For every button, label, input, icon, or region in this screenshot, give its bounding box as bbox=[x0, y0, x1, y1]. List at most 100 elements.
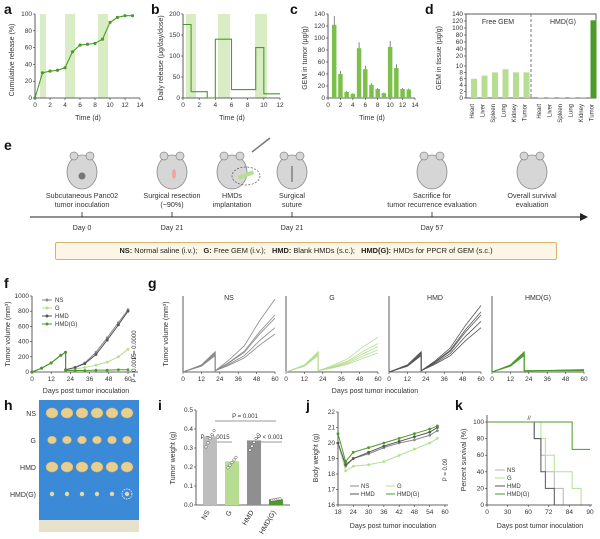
panel-f-xtick-label: 24 bbox=[67, 376, 75, 383]
gem-tissue-bar bbox=[580, 97, 586, 98]
panel-i-ytick-label: 0.0 bbox=[184, 502, 193, 509]
timeline-step-label: Sacrifice for bbox=[413, 191, 452, 200]
release-point bbox=[108, 20, 112, 24]
tumor-weight-point bbox=[204, 445, 208, 449]
panel-c-ytick-label: 40 bbox=[318, 71, 326, 78]
panel-j-xtick-label: 60 bbox=[441, 509, 449, 516]
panel-g-xtick-label: 12 bbox=[404, 376, 412, 383]
panel-d-ytick-label: 80 bbox=[456, 32, 464, 39]
gem-tumor-bar bbox=[344, 92, 349, 98]
timeline-step-label: evaluation bbox=[516, 200, 549, 209]
mouse-ear-icon bbox=[219, 151, 229, 161]
tumor-volume-point bbox=[73, 369, 77, 372]
panel-c-xtick-label: 10 bbox=[387, 102, 395, 109]
mouse-icon bbox=[416, 154, 448, 190]
legend-abbr: NS: bbox=[119, 246, 133, 255]
legend-marker bbox=[45, 306, 49, 310]
panel-k-ytick-label: 0 bbox=[480, 502, 484, 509]
panel-j-ytick-label: 17 bbox=[328, 487, 336, 494]
panel-f-xtick-label: 12 bbox=[48, 376, 56, 383]
panel-k-xtick-label: 30 bbox=[504, 509, 512, 516]
panel-j-letter: j bbox=[305, 397, 310, 413]
tumor-weight-bar bbox=[203, 436, 217, 505]
body-weight-point bbox=[435, 436, 439, 440]
panel-j-p: P = 0.09 bbox=[443, 458, 449, 481]
panel-g-xtick-label: 60 bbox=[374, 376, 382, 383]
tumor-volume-point bbox=[105, 368, 109, 372]
gem-tissue-bar bbox=[492, 72, 498, 98]
panel-i-category-label: HMD bbox=[242, 510, 256, 527]
timeline-step-label: Subcutaneous Panc02 bbox=[46, 191, 118, 200]
mouse-ear-icon bbox=[175, 151, 185, 161]
tumor-specimen bbox=[75, 461, 89, 473]
panel-f-letter: f bbox=[4, 275, 9, 291]
tumor-specimen bbox=[92, 435, 102, 445]
timeline-step-label: Surgical resection bbox=[143, 191, 200, 200]
mouse-ear-icon bbox=[519, 151, 529, 161]
group-legend-box: NS: Normal saline (i.v.); G: Free GEM (i… bbox=[55, 242, 557, 260]
individual-tumor-line bbox=[491, 351, 585, 373]
legend-text: Normal saline (i.v.) bbox=[134, 246, 196, 255]
tumor-volume-point bbox=[94, 353, 98, 356]
tumor-volume-point bbox=[64, 369, 67, 372]
body-weight-point bbox=[367, 450, 370, 454]
mouse-ear-icon bbox=[295, 151, 305, 161]
tumor-volume-point bbox=[40, 366, 43, 370]
panel-j-xtick-label: 36 bbox=[380, 509, 388, 516]
legend-label: G bbox=[55, 306, 60, 312]
legend-label: HMD bbox=[361, 492, 375, 498]
individual-tumor-line bbox=[491, 352, 584, 373]
tumor-specimen bbox=[49, 491, 55, 497]
body-weight-point bbox=[428, 430, 432, 434]
panel-g-xtick-label: 48 bbox=[253, 376, 261, 383]
panel-f-ytick-label: 800 bbox=[18, 308, 29, 315]
tumor-volume-point bbox=[126, 309, 130, 313]
tumor-volume-point bbox=[117, 323, 120, 327]
panel-g-subplot-title: G bbox=[329, 295, 334, 302]
panel-j-xtick-label: 18 bbox=[334, 509, 342, 516]
mouse-ear-icon bbox=[435, 151, 445, 161]
panel-i-ytick-label: 0.5 bbox=[184, 407, 193, 414]
panel-a-xtick-label: 12 bbox=[121, 102, 129, 109]
tumor-specimen bbox=[47, 435, 57, 445]
tissue-label: Lung bbox=[569, 104, 575, 117]
tumor-weight-point bbox=[252, 440, 256, 444]
tissue-label: Tumor bbox=[590, 104, 596, 121]
tissue-label: Spleen bbox=[491, 104, 497, 123]
panel-g-xtick-label: 48 bbox=[356, 376, 364, 383]
release-point bbox=[130, 14, 135, 18]
timeline-day-label: Day 21 bbox=[161, 223, 184, 232]
legend-item: G: Free GEM (i.v.); bbox=[203, 246, 270, 255]
gem-tumor-bar bbox=[331, 24, 337, 98]
body-weight-point bbox=[382, 444, 386, 448]
panel-g-xtick-label: 36 bbox=[235, 376, 243, 383]
photo-row-label: G bbox=[31, 438, 36, 445]
panel-i-category-label: G bbox=[225, 510, 234, 518]
tissue-label: Liver bbox=[548, 104, 554, 117]
panel-b-xtick-label: 2 bbox=[197, 102, 201, 109]
legend-label: HMD(G) bbox=[55, 322, 77, 328]
body-weight-point bbox=[382, 441, 386, 445]
panel-g-chart: Tumor volume (mm³) Days post tumor inocu… bbox=[163, 295, 588, 395]
panel-j-xtick-label: 30 bbox=[365, 509, 373, 516]
panel-f-p1: P = 0.0000 bbox=[132, 330, 138, 360]
panel-j-ytick-label: 20 bbox=[328, 440, 336, 447]
tumor-volume-point bbox=[59, 353, 63, 357]
body-weight-point bbox=[382, 460, 386, 463]
tumor-weight-point bbox=[256, 433, 260, 437]
panel-k-xtick-label: 90 bbox=[586, 509, 594, 516]
tumor-weight-point bbox=[226, 466, 230, 470]
panel-g-subplot-title: HMD bbox=[427, 295, 443, 302]
tumor-specimen bbox=[122, 435, 132, 445]
panel-c-ytick-label: 80 bbox=[318, 47, 326, 54]
panel-i-ytick-label: 0.2 bbox=[184, 464, 193, 471]
tissue-label: Tumor bbox=[523, 104, 529, 121]
tumor-specimen bbox=[124, 491, 130, 497]
tissue-label: Heart bbox=[470, 104, 476, 119]
panel-a-ytick-label: 80 bbox=[25, 28, 33, 35]
panel-c-xtick-label: 12 bbox=[399, 102, 407, 109]
panel-d-ylabel: GEM in tissue (μg/g) bbox=[436, 26, 443, 90]
photo-row-label: NS bbox=[26, 411, 36, 418]
